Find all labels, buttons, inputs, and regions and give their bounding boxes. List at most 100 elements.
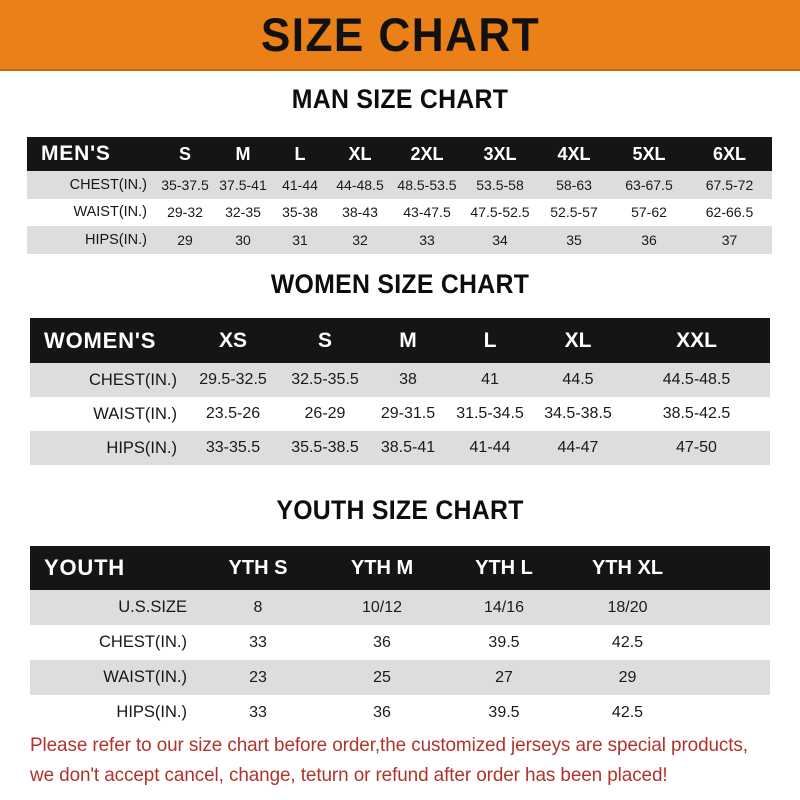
men-col-head-6: 4XL bbox=[537, 137, 611, 171]
men-cell-2-3: 32 bbox=[329, 226, 391, 254]
youth-cell-1-3: 42.5 bbox=[565, 625, 690, 660]
men-cell-2-8: 37 bbox=[687, 226, 772, 254]
women-cell-1-5: 38.5-42.5 bbox=[623, 397, 770, 431]
youth-col-head-spacer bbox=[690, 546, 770, 590]
section-title-man: MAN SIZE CHART bbox=[291, 84, 509, 114]
table-row: WAIST(IN.) 23.5-26 26-29 29-31.5 31.5-34… bbox=[30, 397, 770, 431]
section-title-youth: YOUTH SIZE CHART bbox=[276, 495, 524, 525]
footer-disclaimer: Please refer to our size chart before or… bbox=[30, 730, 756, 790]
men-cell-0-7: 63-67.5 bbox=[611, 171, 687, 199]
women-col-head-2: M bbox=[369, 318, 447, 363]
table-row: HIPS(IN.) 33-35.5 35.5-38.5 38.5-41 41-4… bbox=[30, 431, 770, 465]
youth-row-label-1: CHEST(IN.) bbox=[30, 625, 195, 660]
youth-col-head-1: YTH M bbox=[321, 546, 443, 590]
women-cell-0-3: 41 bbox=[447, 363, 533, 397]
men-row-label-1: WAIST(IN.) bbox=[27, 198, 155, 226]
youth-col-head-2: YTH L bbox=[443, 546, 565, 590]
footer-line-2: we don't accept cancel, change, teturn o… bbox=[30, 764, 668, 786]
table-row: WAIST(IN.) 23 25 27 29 bbox=[30, 660, 770, 695]
youth-cell-3-0: 33 bbox=[195, 695, 321, 730]
youth-cell-1-spacer bbox=[690, 625, 770, 660]
men-cell-1-1: 32-35 bbox=[215, 198, 271, 226]
men-col-head-2: L bbox=[271, 137, 329, 171]
men-cell-2-6: 35 bbox=[537, 226, 611, 254]
men-cell-1-7: 57-62 bbox=[611, 198, 687, 226]
table-row: HIPS(IN.) 33 36 39.5 42.5 bbox=[30, 695, 770, 730]
youth-corner-label: YOUTH bbox=[30, 546, 195, 590]
women-col-head-0: XS bbox=[185, 318, 281, 363]
men-size-table: MEN'S S M L XL 2XL 3XL 4XL 5XL 6XL CHEST… bbox=[27, 137, 772, 254]
men-col-head-3: XL bbox=[329, 137, 391, 171]
youth-cell-2-spacer bbox=[690, 660, 770, 695]
women-cell-1-2: 29-31.5 bbox=[369, 397, 447, 431]
men-cell-0-4: 48.5-53.5 bbox=[391, 171, 463, 199]
youth-row-label-2: WAIST(IN.) bbox=[30, 660, 195, 695]
youth-col-head-0: YTH S bbox=[195, 546, 321, 590]
youth-cell-3-2: 39.5 bbox=[443, 695, 565, 730]
table-row: HIPS(IN.) 29 30 31 32 33 34 35 36 37 bbox=[27, 226, 772, 254]
footer-line-1: Please refer to our size chart before or… bbox=[30, 734, 748, 756]
men-cell-1-2: 35-38 bbox=[271, 198, 329, 226]
men-col-head-5: 3XL bbox=[463, 137, 537, 171]
table-header-row: WOMEN'S XS S M L XL XXL bbox=[30, 318, 770, 363]
women-col-head-4: XL bbox=[533, 318, 623, 363]
men-corner-label: MEN'S bbox=[27, 137, 155, 171]
youth-cell-2-2: 27 bbox=[443, 660, 565, 695]
youth-cell-1-1: 36 bbox=[321, 625, 443, 660]
youth-cell-2-3: 29 bbox=[565, 660, 690, 695]
youth-cell-2-1: 25 bbox=[321, 660, 443, 695]
women-cell-0-0: 29.5-32.5 bbox=[185, 363, 281, 397]
women-cell-2-5: 47-50 bbox=[623, 431, 770, 465]
men-cell-0-0: 35-37.5 bbox=[155, 171, 215, 199]
table-row: WAIST(IN.) 29-32 32-35 35-38 38-43 43-47… bbox=[27, 198, 772, 226]
youth-cell-0-3: 18/20 bbox=[565, 590, 690, 625]
youth-cell-0-1: 10/12 bbox=[321, 590, 443, 625]
table-header-row: YOUTH YTH S YTH M YTH L YTH XL bbox=[30, 546, 770, 590]
youth-cell-3-1: 36 bbox=[321, 695, 443, 730]
men-cell-1-3: 38-43 bbox=[329, 198, 391, 226]
women-row-label-2: HIPS(IN.) bbox=[30, 431, 185, 465]
youth-cell-3-spacer bbox=[690, 695, 770, 730]
women-cell-1-4: 34.5-38.5 bbox=[533, 397, 623, 431]
youth-size-table: YOUTH YTH S YTH M YTH L YTH XL U.S.SIZE … bbox=[30, 546, 770, 730]
men-col-head-0: S bbox=[155, 137, 215, 171]
women-size-table: WOMEN'S XS S M L XL XXL CHEST(IN.) 29.5-… bbox=[30, 318, 770, 465]
page-title: SIZE CHART bbox=[260, 8, 540, 61]
women-row-label-0: CHEST(IN.) bbox=[30, 363, 185, 397]
women-cell-2-0: 33-35.5 bbox=[185, 431, 281, 465]
women-cell-2-4: 44-47 bbox=[533, 431, 623, 465]
men-row-label-0: CHEST(IN.) bbox=[27, 171, 155, 199]
men-cell-2-7: 36 bbox=[611, 226, 687, 254]
women-col-head-1: S bbox=[281, 318, 369, 363]
men-cell-2-2: 31 bbox=[271, 226, 329, 254]
section-title-women: WOMEN SIZE CHART bbox=[270, 269, 530, 299]
youth-col-head-3: YTH XL bbox=[565, 546, 690, 590]
men-cell-0-1: 37.5-41 bbox=[215, 171, 271, 199]
women-cell-0-2: 38 bbox=[369, 363, 447, 397]
men-row-label-2: HIPS(IN.) bbox=[27, 226, 155, 254]
women-cell-0-4: 44.5 bbox=[533, 363, 623, 397]
women-cell-0-5: 44.5-48.5 bbox=[623, 363, 770, 397]
women-corner-label: WOMEN'S bbox=[30, 318, 185, 363]
women-col-head-3: L bbox=[447, 318, 533, 363]
men-cell-0-6: 58-63 bbox=[537, 171, 611, 199]
men-col-head-4: 2XL bbox=[391, 137, 463, 171]
youth-cell-2-0: 23 bbox=[195, 660, 321, 695]
women-cell-2-1: 35.5-38.5 bbox=[281, 431, 369, 465]
men-cell-1-6: 52.5-57 bbox=[537, 198, 611, 226]
men-cell-2-1: 30 bbox=[215, 226, 271, 254]
youth-cell-0-spacer bbox=[690, 590, 770, 625]
women-cell-2-2: 38.5-41 bbox=[369, 431, 447, 465]
men-cell-1-5: 47.5-52.5 bbox=[463, 198, 537, 226]
table-header-row: MEN'S S M L XL 2XL 3XL 4XL 5XL 6XL bbox=[27, 137, 772, 171]
page-banner: SIZE CHART bbox=[0, 0, 800, 71]
youth-row-label-3: HIPS(IN.) bbox=[30, 695, 195, 730]
men-cell-1-0: 29-32 bbox=[155, 198, 215, 226]
youth-cell-1-2: 39.5 bbox=[443, 625, 565, 660]
men-cell-2-0: 29 bbox=[155, 226, 215, 254]
youth-cell-1-0: 33 bbox=[195, 625, 321, 660]
men-cell-1-4: 43-47.5 bbox=[391, 198, 463, 226]
men-cell-0-3: 44-48.5 bbox=[329, 171, 391, 199]
men-cell-2-4: 33 bbox=[391, 226, 463, 254]
